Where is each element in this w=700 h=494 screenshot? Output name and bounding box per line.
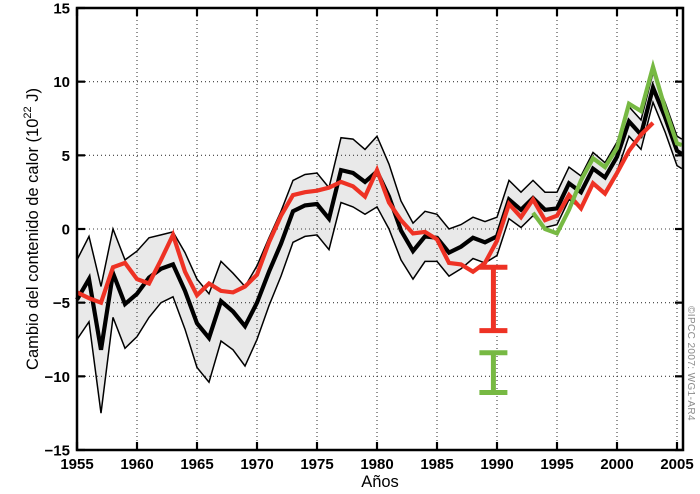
x-axis-title: Años — [361, 473, 399, 491]
red-line — [76, 121, 655, 306]
y-tick-label: −10 — [45, 369, 70, 386]
x-tick-label: 1975 — [300, 456, 333, 473]
y-tick-label: 0 — [62, 222, 70, 239]
x-tick-label: 1965 — [180, 456, 213, 473]
green-error-bar — [479, 350, 508, 396]
plot-frame — [75, 6, 685, 452]
x-tick-label: 2000 — [600, 456, 633, 473]
uncertainty-band — [77, 72, 682, 414]
y-tick-label: 10 — [53, 74, 70, 91]
x-tick-label: 1955 — [60, 456, 93, 473]
x-tick-label: 1970 — [240, 456, 273, 473]
grid — [76, 8, 683, 450]
x-tick-label: 1985 — [420, 456, 453, 473]
x-tick-label: 1995 — [540, 456, 573, 473]
black-central-line — [75, 80, 683, 351]
y-tick-label: −15 — [45, 443, 70, 460]
credit-watermark: ©IPCC 2007: WG1-AR4 — [685, 306, 696, 421]
x-tick-label: 1960 — [120, 456, 153, 473]
axis-ticks — [75, 6, 683, 452]
y-tick-label: 5 — [62, 148, 70, 165]
y-axis-title: Cambio del contenido de calor (1022 J) — [22, 88, 42, 370]
green-line — [531, 59, 683, 237]
red-error-bar — [479, 264, 508, 334]
y-tick-label: 15 — [53, 1, 70, 18]
x-tick-label: 1990 — [480, 456, 513, 473]
x-tick-label: 2005 — [660, 456, 693, 473]
uncertainty-upper-line — [76, 70, 683, 296]
x-tick-label: 1980 — [360, 456, 393, 473]
y-tick-label: −5 — [53, 295, 70, 312]
